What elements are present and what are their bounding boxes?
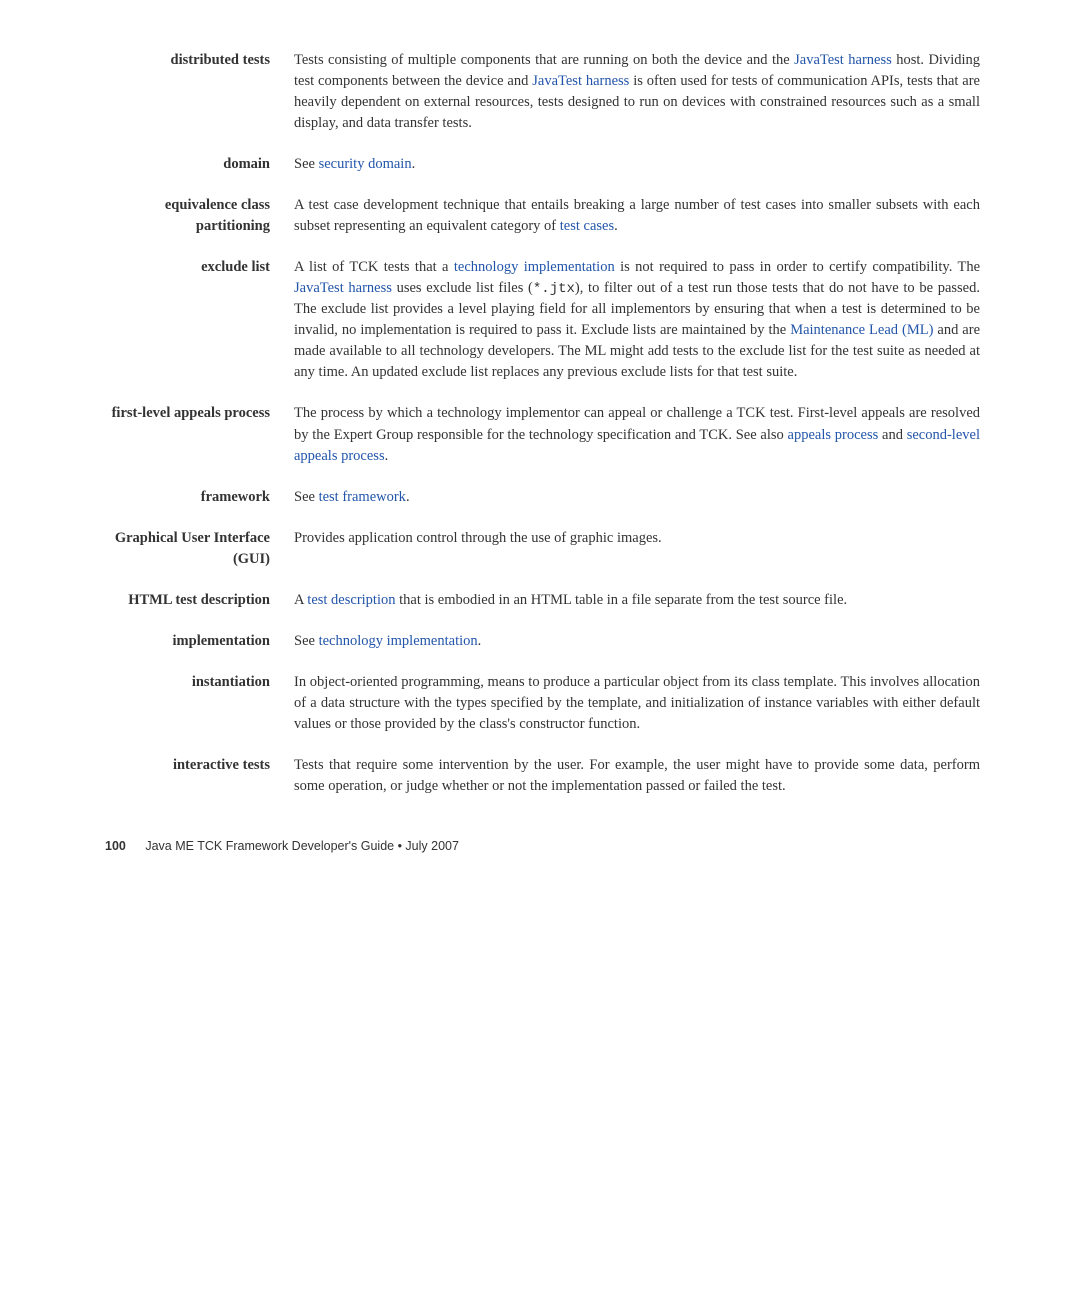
glossary-entry: interactive testsTests that require some… [100, 755, 980, 797]
glossary-entry: Graphical User Interface (GUI)Provides a… [100, 528, 980, 570]
glossary-term: instantiation [100, 672, 294, 735]
definition-text: A test case development technique that e… [294, 197, 980, 234]
glossary-definition: The process by which a technology implem… [294, 403, 980, 466]
definition-text: . [614, 218, 618, 234]
glossary-term: equivalence class partitioning [100, 195, 294, 237]
glossary-term: exclude list [100, 257, 294, 383]
cross-reference-link: security domain [319, 156, 412, 172]
definition-text: Tests consisting of multiple components … [294, 52, 794, 68]
glossary-definition: A test case development technique that e… [294, 195, 980, 237]
glossary-entry: equivalence class partitioningA test cas… [100, 195, 980, 237]
cross-reference-link: test description [307, 592, 395, 608]
cross-reference-link: JavaTest harness [794, 52, 892, 68]
footer-title: Java ME TCK Framework Developer's Guide … [145, 839, 459, 853]
cross-reference-link: JavaTest harness [532, 73, 629, 89]
glossary-entry: frameworkSee test framework. [100, 487, 980, 508]
definition-text: Provides application control through the… [294, 530, 662, 546]
page-footer: 100 Java ME TCK Framework Developer's Gu… [100, 837, 980, 855]
definition-text: See [294, 489, 319, 505]
glossary-term: implementation [100, 631, 294, 652]
page-number: 100 [105, 839, 126, 853]
definition-text: See [294, 156, 319, 172]
glossary-term: framework [100, 487, 294, 508]
glossary-entry: HTML test descriptionA test description … [100, 590, 980, 611]
cross-reference-link: Maintenance Lead (ML) [790, 322, 933, 338]
glossary-term: HTML test description [100, 590, 294, 611]
page-content: distributed testsTests consisting of mul… [0, 0, 1080, 895]
definition-text: . [412, 156, 416, 172]
glossary-definition: Tests consisting of multiple components … [294, 50, 980, 134]
glossary-term: domain [100, 154, 294, 175]
glossary-entry: exclude listA list of TCK tests that a t… [100, 257, 980, 383]
definition-text: is not required to pass in order to cert… [615, 259, 980, 275]
glossary-definition: Provides application control through the… [294, 528, 980, 570]
cross-reference-link: test framework [319, 489, 406, 505]
definition-text: that is embodied in an HTML table in a f… [396, 592, 848, 608]
definition-text: A list of TCK tests that a [294, 259, 454, 275]
glossary-definition: See technology implementation. [294, 631, 980, 652]
definition-text: and [878, 427, 906, 443]
code-text: *.jtx [533, 281, 575, 297]
glossary-entry: implementationSee technology implementat… [100, 631, 980, 652]
glossary-definition: In object-oriented programming, means to… [294, 672, 980, 735]
cross-reference-link: technology implementation [319, 633, 478, 649]
cross-reference-link: technology implementation [454, 259, 615, 275]
glossary-definition: A test description that is embodied in a… [294, 590, 980, 611]
glossary-term: interactive tests [100, 755, 294, 797]
definition-text: See [294, 633, 319, 649]
cross-reference-link: appeals process [788, 427, 879, 443]
glossary-term: Graphical User Interface (GUI) [100, 528, 294, 570]
glossary-entry: instantiationIn object-oriented programm… [100, 672, 980, 735]
glossary-entries: distributed testsTests consisting of mul… [100, 50, 980, 797]
glossary-term: distributed tests [100, 50, 294, 134]
glossary-definition: A list of TCK tests that a technology im… [294, 257, 980, 383]
glossary-definition: Tests that require some intervention by … [294, 755, 980, 797]
definition-text: A [294, 592, 307, 608]
glossary-definition: See security domain. [294, 154, 980, 175]
glossary-definition: See test framework. [294, 487, 980, 508]
definition-text: . [406, 489, 410, 505]
definition-text: . [385, 448, 389, 464]
glossary-entry: distributed testsTests consisting of mul… [100, 50, 980, 134]
cross-reference-link: test cases [560, 218, 614, 234]
cross-reference-link: JavaTest harness [294, 280, 392, 296]
definition-text: . [478, 633, 482, 649]
glossary-entry: domainSee security domain. [100, 154, 980, 175]
definition-text: In object-oriented programming, means to… [294, 674, 980, 732]
glossary-entry: first-level appeals processThe process b… [100, 403, 980, 466]
definition-text: uses exclude list files ( [392, 280, 533, 296]
definition-text: Tests that require some intervention by … [294, 757, 980, 794]
glossary-term: first-level appeals process [100, 403, 294, 466]
